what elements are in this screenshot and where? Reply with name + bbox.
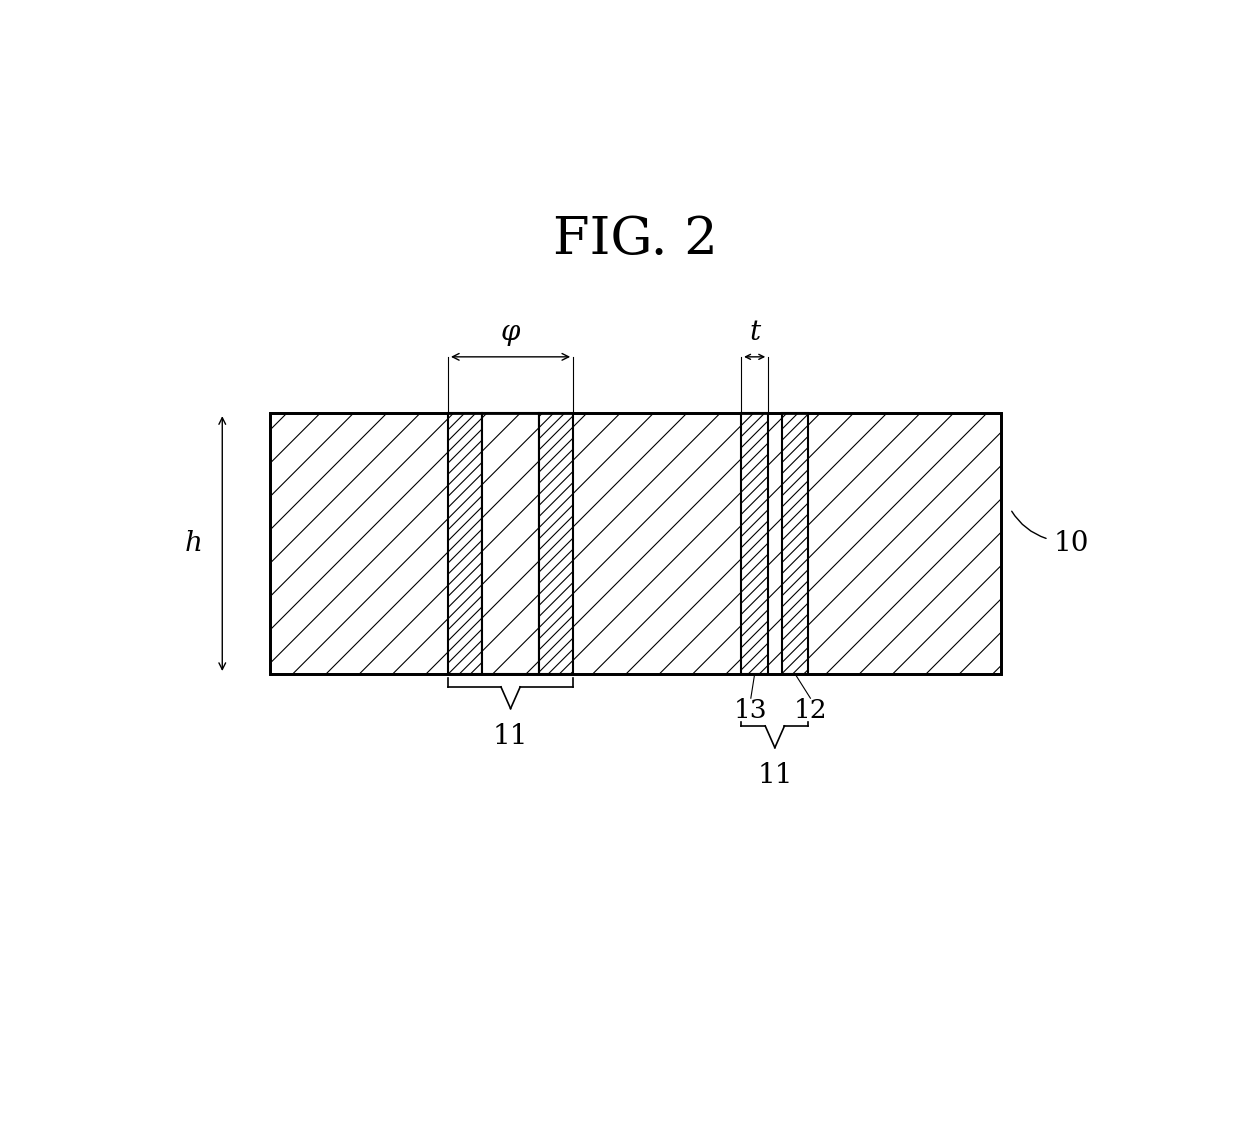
Bar: [270, 413, 1001, 673]
Bar: [539, 413, 573, 673]
Text: φ: φ: [501, 319, 521, 346]
Bar: [270, 413, 1001, 673]
Bar: [742, 413, 768, 673]
Bar: [742, 413, 768, 673]
Text: h: h: [185, 530, 202, 557]
Bar: [481, 413, 539, 673]
Bar: [448, 413, 482, 673]
Text: 13: 13: [734, 698, 768, 723]
Text: t: t: [749, 319, 760, 346]
Text: 10: 10: [1054, 530, 1089, 557]
Bar: [781, 413, 808, 673]
Text: FIG. 2: FIG. 2: [553, 214, 718, 265]
Text: 11: 11: [492, 723, 528, 750]
Bar: [481, 413, 539, 673]
Bar: [539, 413, 573, 673]
Bar: [448, 413, 482, 673]
Text: 12: 12: [794, 698, 827, 723]
Text: 11: 11: [758, 763, 792, 788]
Bar: [781, 413, 808, 673]
Bar: [270, 413, 1001, 673]
